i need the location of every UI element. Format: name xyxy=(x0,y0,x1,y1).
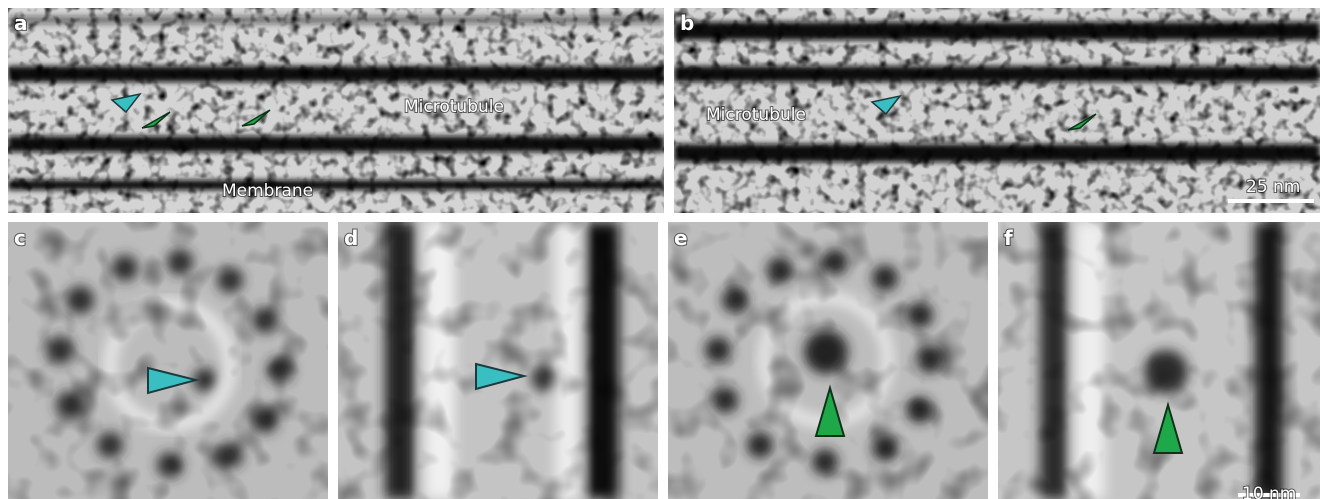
scale-label: 10 nm xyxy=(1242,484,1296,499)
annotation: Microtubule xyxy=(404,97,504,117)
panel-label: e xyxy=(674,226,688,250)
annotation: Membrane xyxy=(222,181,313,201)
panel-f-image xyxy=(998,222,1320,499)
panel-d-image xyxy=(338,222,658,499)
figure: a b c d e f Microtubule Membrane Microtu… xyxy=(0,0,1328,499)
panel-label: c xyxy=(14,226,26,250)
panel-label: a xyxy=(14,11,28,35)
panel-a-image xyxy=(8,8,664,213)
panel-c-image xyxy=(8,222,328,499)
panel-label: b xyxy=(680,11,694,35)
annotation: Microtubule xyxy=(706,105,806,125)
scale-label: 25 nm xyxy=(1246,177,1300,197)
panel-label: f xyxy=(1004,226,1013,250)
panel-e-image xyxy=(668,222,988,499)
scale-bar-b xyxy=(1228,199,1314,203)
panel-label: d xyxy=(344,226,358,250)
